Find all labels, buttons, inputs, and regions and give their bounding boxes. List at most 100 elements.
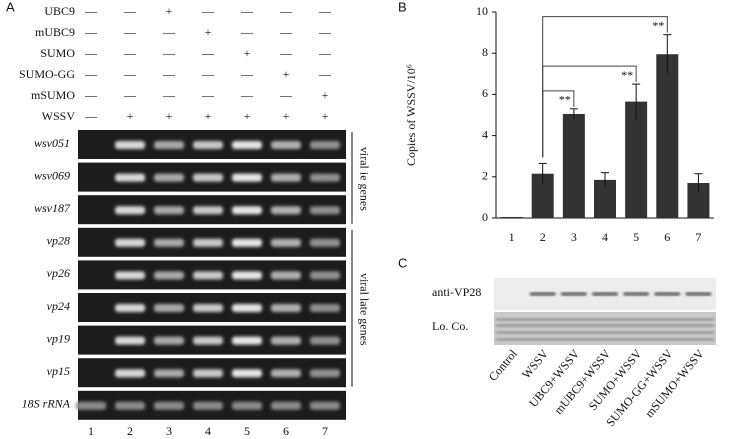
blot-band — [560, 292, 587, 296]
loading-band — [496, 338, 714, 341]
sign: — — [84, 25, 98, 39]
gel-band — [310, 336, 340, 345]
error-bar — [538, 162, 547, 185]
sign: + — [283, 67, 290, 81]
gel-band — [271, 401, 301, 410]
gel-band — [232, 304, 262, 312]
gene-label: vp28 — [47, 234, 70, 248]
sign: — — [84, 67, 98, 81]
gel-band — [271, 141, 301, 149]
loading-band — [496, 331, 714, 334]
gel-band — [154, 369, 184, 378]
error-bar — [632, 83, 641, 120]
sign: + — [244, 46, 251, 60]
x-tick-label: 4 — [602, 230, 608, 244]
sign: + — [166, 4, 173, 18]
sign: + — [127, 109, 134, 123]
loading-band — [496, 318, 714, 321]
gel-band — [310, 141, 340, 149]
gel-band — [271, 304, 301, 312]
sign: — — [279, 46, 293, 60]
blot-band — [592, 292, 618, 296]
gel-band — [271, 206, 301, 215]
gel-band — [193, 238, 223, 247]
blot-row-label: Lo. Co. — [432, 319, 468, 333]
gel-band — [232, 369, 262, 378]
lane-number: 7 — [322, 424, 328, 438]
gel-band — [271, 238, 301, 247]
bar — [594, 179, 616, 218]
gel-band — [310, 173, 340, 182]
treatment-label: mUBC9 — [35, 25, 75, 39]
gel-band — [193, 304, 223, 312]
treatment-label: SUMO-GG — [19, 67, 75, 81]
gel-band — [232, 141, 262, 149]
gel-band — [271, 336, 301, 345]
sign: — — [84, 109, 98, 123]
gel-band — [115, 238, 145, 247]
treatment-label: SUMO — [40, 46, 75, 60]
gel-band — [271, 173, 301, 182]
gel-band — [154, 271, 184, 280]
gel-band — [154, 141, 184, 149]
sign: — — [201, 46, 215, 60]
gel-band — [154, 238, 184, 247]
gel-band — [310, 369, 340, 378]
group-label: viral ie genes — [357, 147, 371, 211]
gel-band — [193, 401, 223, 410]
bar — [625, 101, 648, 218]
gel-band — [76, 401, 106, 410]
y-tick-label: 0 — [482, 210, 488, 224]
bar — [687, 182, 710, 218]
sign: + — [205, 109, 212, 123]
sign: — — [123, 67, 137, 81]
y-tick-label: 2 — [482, 169, 488, 183]
sign: + — [322, 88, 329, 102]
gel-band — [310, 304, 340, 312]
treatment-label: UBC9 — [44, 4, 75, 18]
sign: — — [279, 88, 293, 102]
gel-band — [115, 206, 145, 215]
sign: — — [123, 25, 137, 39]
error-bar — [694, 173, 703, 193]
gene-label: wsv069 — [34, 168, 70, 182]
blot-band — [529, 292, 556, 296]
panel-label: B — [398, 0, 407, 14]
sign: — — [240, 88, 254, 102]
gel-band — [154, 401, 184, 410]
blot-band — [685, 292, 712, 296]
group-label: viral late genes — [357, 273, 371, 346]
y-tick-label: 8 — [482, 45, 488, 59]
gene-label: 18S rRNA — [22, 397, 71, 411]
loading-band — [496, 324, 714, 327]
sign: + — [205, 25, 212, 39]
x-tick-label: 3 — [571, 230, 577, 244]
lane-number: 1 — [88, 424, 94, 438]
gene-label: vp19 — [47, 331, 70, 345]
y-axis-label: Copies of WSSV/10⁶ — [404, 64, 418, 166]
sign: + — [283, 109, 290, 123]
sign: — — [123, 88, 137, 102]
gel-band — [193, 369, 223, 378]
sign: — — [84, 46, 98, 60]
gene-label: wsv051 — [34, 136, 70, 150]
gel-band — [154, 304, 184, 312]
lane-label: Control — [486, 346, 521, 384]
error-bar — [663, 34, 672, 74]
significance: ** — [621, 68, 633, 82]
error-bar — [569, 108, 578, 120]
bar — [500, 216, 523, 218]
gene-label: vp15 — [47, 364, 70, 378]
lane-number: 4 — [205, 424, 211, 438]
significance-bracket — [542, 16, 668, 158]
gel-band — [115, 271, 145, 280]
bar — [531, 173, 554, 218]
sign: — — [279, 4, 293, 18]
blot-band — [623, 292, 650, 296]
sign: — — [318, 4, 332, 18]
sign: — — [84, 88, 98, 102]
sign: — — [279, 25, 293, 39]
sign: — — [240, 25, 254, 39]
gel-band — [115, 173, 145, 182]
